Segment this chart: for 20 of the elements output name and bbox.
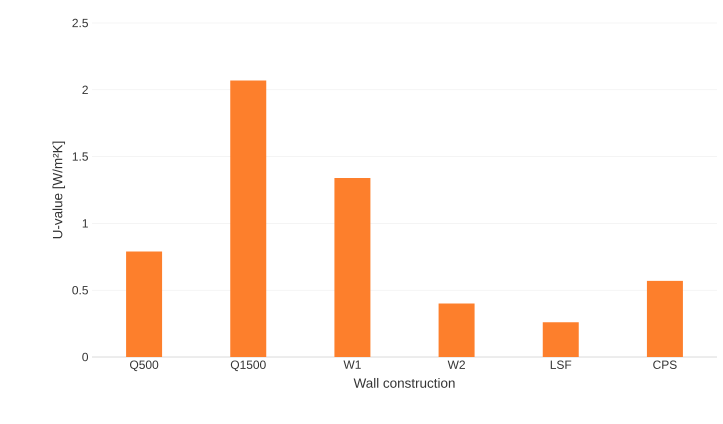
y-tick-label: 2 xyxy=(82,86,88,94)
x-tick-label: Q1500 xyxy=(230,360,266,372)
bar xyxy=(334,178,370,357)
y-tick-label: 0 xyxy=(82,352,88,362)
x-tick-label: Q500 xyxy=(130,360,158,372)
y-tick-label: 0.5 xyxy=(72,286,88,294)
bar xyxy=(438,304,475,357)
x-tick-label: CPS xyxy=(653,360,677,369)
bar xyxy=(646,280,683,357)
x-tick-label: LSF xyxy=(550,360,572,369)
y-tick-label: 1.5 xyxy=(72,152,88,161)
x-axis-title: Wall construction xyxy=(354,378,455,388)
y-axis-title: U-value [W/m²K] xyxy=(52,142,66,238)
bar xyxy=(230,80,266,357)
y-tick-label: 1 xyxy=(82,219,88,228)
bar xyxy=(126,251,162,357)
x-tick-label: W1 xyxy=(344,360,361,369)
bar xyxy=(542,322,579,357)
y-tick-label: 2.5 xyxy=(72,18,88,28)
x-tick-label: W2 xyxy=(448,360,465,369)
